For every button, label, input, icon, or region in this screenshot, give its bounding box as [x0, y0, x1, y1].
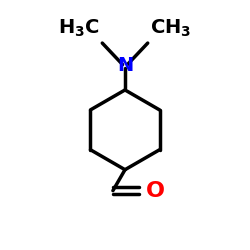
Text: $\mathregular{CH_3}$: $\mathregular{CH_3}$ — [150, 18, 192, 40]
Text: O: O — [146, 181, 165, 201]
Text: N: N — [117, 56, 133, 75]
Text: $\mathregular{H_3C}$: $\mathregular{H_3C}$ — [58, 18, 100, 40]
